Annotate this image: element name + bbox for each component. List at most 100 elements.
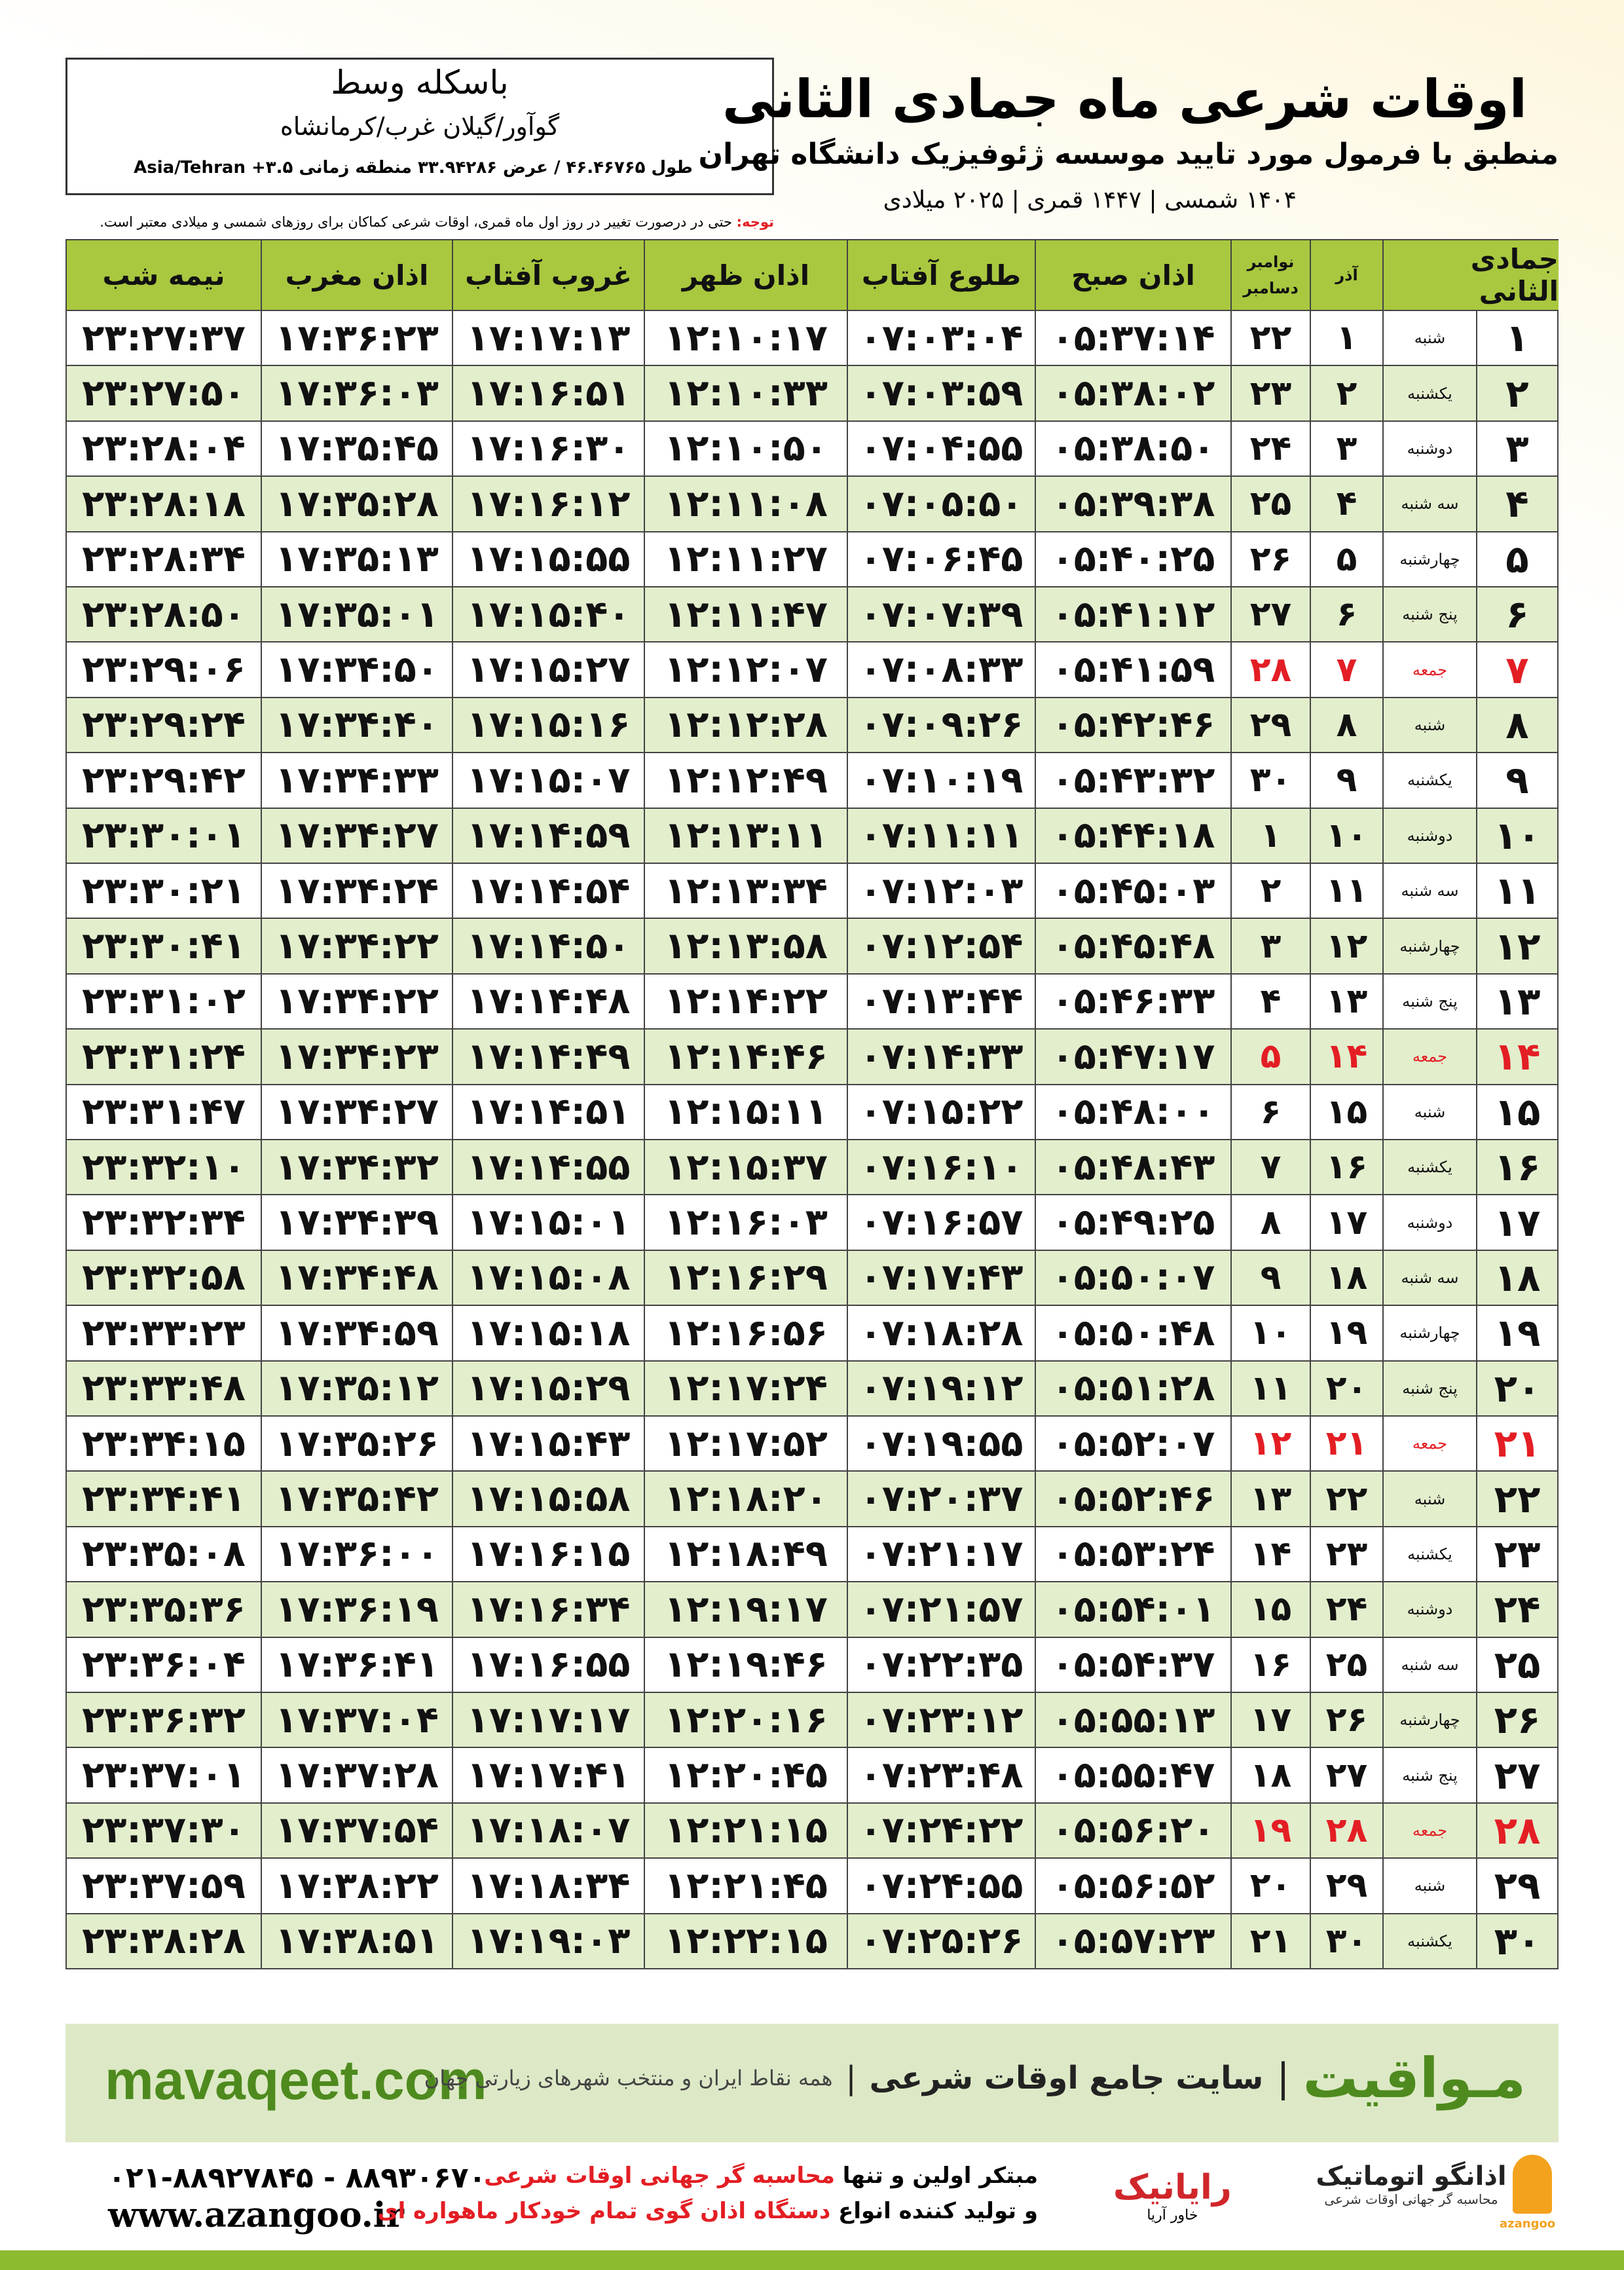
table-cell: ۰۵:۴۱:۵۹	[1035, 642, 1230, 698]
table-cell: ۱۷:۱۵:۲۷	[452, 642, 644, 698]
table-cell: ۰۷:۲۴:۲۲	[847, 1803, 1035, 1859]
table-cell: ۰۷:۱۸:۲۸	[847, 1306, 1035, 1362]
table-cell: ۰۵:۵۷:۲۳	[1035, 1914, 1230, 1969]
table-cell: سه شنبه	[1382, 1637, 1476, 1693]
banner-slogan: سایت جامع اوقات شرعی	[869, 2060, 1264, 2096]
table-cell: ۱۷:۳۶:۱۹	[261, 1582, 452, 1638]
table-cell: ۰۵:۵۶:۲۰	[1035, 1803, 1230, 1859]
table-cell: ۳	[1230, 919, 1310, 975]
table-cell: یکشنبه	[1382, 1527, 1476, 1583]
table-cell: ۰۷:۲۱:۱۷	[847, 1527, 1035, 1583]
location-coords: طول ۴۶.۴۶۷۶۵ / عرض ۳۳.۹۴۲۸۶ منطقه زمانی …	[134, 158, 693, 177]
table-cell: ۲۳:۳۲:۳۴	[65, 1195, 261, 1251]
banner-tagline: همه نقاط ایران و منتخب شهرهای زیارتی جها…	[424, 2066, 833, 2091]
table-cell: ۰۵:۴۲:۴۶	[1035, 698, 1230, 754]
table-cell: ۰۵:۵۴:۰۱	[1035, 1582, 1230, 1638]
table-cell: سه شنبه	[1382, 1250, 1476, 1307]
table-cell: ۰۵:۴۵:۴۸	[1035, 919, 1230, 975]
table-cell: ۱۷:۱۴:۴۹	[452, 1030, 644, 1085]
table-cell: ۲۳:۳۱:۰۲	[65, 974, 261, 1030]
table-cell: ۱۷:۱۶:۵۱	[452, 366, 644, 422]
table-cell: ۱۳	[1230, 1472, 1310, 1527]
banner-text: مـواقیت | سایت جامع اوقات شرعی | همه نقا…	[424, 2046, 1526, 2110]
table-cell: ۸	[1230, 1195, 1310, 1251]
table-cell: ۱۷:۱۴:۴۸	[452, 974, 644, 1030]
table-cell: ۲۲	[1310, 1472, 1382, 1527]
table-cell: ۱۲	[1230, 1417, 1310, 1472]
table-cell: ۲۳:۳۳:۲۳	[65, 1306, 261, 1362]
table-cell: ۰۷:۲۰:۳۷	[847, 1472, 1035, 1527]
table-cell: ۲۳:۳۲:۵۸	[65, 1250, 261, 1307]
table-cell: ۷	[1476, 642, 1559, 698]
table-cell: ۱	[1310, 311, 1382, 367]
table-cell: ۱۷:۱۶:۱۲	[452, 477, 644, 532]
table-cell: جمعه	[1382, 1417, 1476, 1472]
table-cell: ۲۳:۲۷:۵۰	[65, 366, 261, 422]
table-cell: ۱۷:۳۵:۱۲	[261, 1361, 452, 1417]
header-cell: اذان مغرب	[261, 239, 452, 311]
table-cell: ۰۷:۰۴:۵۵	[847, 421, 1035, 477]
table-cell: ۰۵:۵۰:۰۷	[1035, 1250, 1230, 1307]
table-cell: ۱۷:۱۶:۳۰	[452, 421, 644, 477]
table-cell: ۱۶	[1476, 1140, 1559, 1196]
table-cell: ۲۳:۳۶:۳۲	[65, 1693, 261, 1749]
location-box: باسکله وسط گوآور/گیلان غرب/کرمانشاه طول …	[65, 58, 774, 195]
table-cell: ۱۲:۱۲:۰۷	[644, 642, 847, 698]
table-cell: ۰۷:۱۵:۲۲	[847, 1085, 1035, 1140]
table-cell: ۱۲:۱۳:۱۱	[644, 808, 847, 864]
table-cell: ۰۷:۱۰:۱۹	[847, 753, 1035, 809]
table-cell: ۴	[1476, 477, 1559, 532]
logo-sub: محاسبه گر جهانی اوقات شرعی	[1324, 2191, 1498, 2207]
table-cell: ۱۷:۳۵:۱۳	[261, 532, 452, 587]
table-cell: ۱۲:۱۶:۰۳	[644, 1195, 847, 1251]
table-cell: ۰۵:۴۶:۳۳	[1035, 974, 1230, 1030]
table-cell: ۱۲:۲۱:۱۵	[644, 1803, 847, 1859]
logo-mark: azangoo	[1500, 2217, 1556, 2231]
table-cell: ۱۱	[1310, 864, 1382, 920]
table-cell: ۰۵:۴۰:۲۵	[1035, 532, 1230, 587]
table-cell: یکشنبه	[1382, 1140, 1476, 1196]
table-cell: یکشنبه	[1382, 366, 1476, 422]
table-cell: ۲۴	[1310, 1582, 1382, 1638]
table-cell: ۲	[1230, 864, 1310, 920]
table-cell: ۱۲:۱۴:۲۲	[644, 974, 847, 1030]
table-cell: ۲۱	[1476, 1417, 1559, 1472]
note-text: حتی در درصورت تغییر در روز اول ماه قمری،…	[100, 214, 732, 230]
table-cell: ۱۲:۱۸:۲۰	[644, 1472, 847, 1527]
table-cell: ۲۰	[1230, 1859, 1310, 1914]
table-cell: ۱۲:۱۱:۰۸	[644, 477, 847, 532]
table-cell: ۱۵	[1230, 1582, 1310, 1638]
table-cell: پنج شنبه	[1382, 1748, 1476, 1804]
table-cell: ۰۵:۵۵:۱۳	[1035, 1693, 1230, 1749]
table-cell: ۴	[1310, 477, 1382, 532]
table-cell: ۲۵	[1230, 477, 1310, 532]
table-cell: ۱۲:۲۲:۱۵	[644, 1914, 847, 1969]
table-cell: ۱۷:۱۴:۵۴	[452, 864, 644, 920]
table-cell: ۱۷:۳۵:۴۲	[261, 1472, 452, 1527]
table-cell: ۱۷:۱۷:۱۷	[452, 1693, 644, 1749]
table-cell: ۲۳:۲۹:۰۶	[65, 642, 261, 698]
table-cell: ۰۵:۳۹:۳۸	[1035, 477, 1230, 532]
table-cell: ۰۷:۰۷:۳۹	[847, 587, 1035, 643]
table-cell: ۱۷:۱۵:۰۱	[452, 1195, 644, 1251]
bottom-bar	[0, 2250, 1624, 2270]
table-cell: ۲۷	[1476, 1748, 1559, 1804]
table-cell: ۲۰	[1310, 1361, 1382, 1417]
table-cell: ۲۳:۲۸:۵۰	[65, 587, 261, 643]
table-cell: ۱۷:۳۵:۲۶	[261, 1417, 452, 1472]
table-cell: ۰۷:۲۳:۱۲	[847, 1693, 1035, 1749]
table-cell: ۱۷:۳۴:۴۸	[261, 1250, 452, 1307]
table-cell: ۲۳:۳۷:۳۰	[65, 1803, 261, 1859]
table-cell: ۱۲	[1310, 919, 1382, 975]
table-cell: ۲۳	[1310, 1527, 1382, 1583]
subtitle: منطبق با فرمول مورد تایید موسسه ژئوفیزیک…	[698, 138, 1559, 171]
header-cell: آذر	[1310, 239, 1382, 311]
table-cell: ۲۳:۳۱:۲۴	[65, 1030, 261, 1085]
table-cell: ۲۳:۳۴:۱۵	[65, 1417, 261, 1472]
header-text: دسامبر	[1243, 279, 1299, 297]
logo-text: رایانیک	[1113, 2168, 1232, 2207]
table-cell: ۱۲	[1476, 919, 1559, 975]
table-cell: ۵	[1230, 1030, 1310, 1085]
table-cell: ۱۲:۱۴:۴۶	[644, 1030, 847, 1085]
table-cell: ۰۷:۰۹:۲۶	[847, 698, 1035, 754]
